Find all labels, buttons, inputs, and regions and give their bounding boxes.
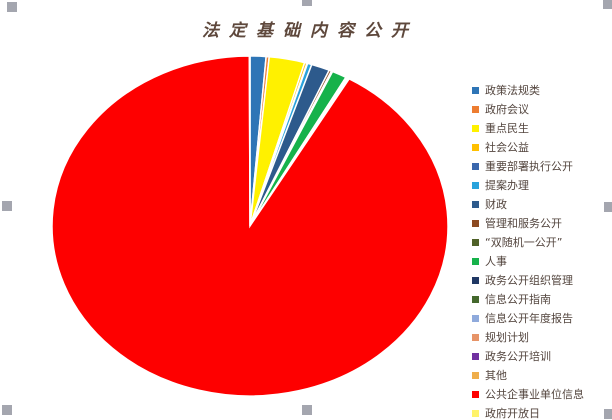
legend-item-label: 财政 [485, 198, 507, 211]
legend-item-6[interactable]: 提案办理 [472, 176, 584, 195]
legend-item-label: 政府开放日 [485, 407, 540, 420]
selection-handle-bottom-right[interactable] [604, 409, 612, 419]
legend-item-label: 信息公开年度报告 [485, 312, 573, 325]
legend-color-chip [472, 125, 479, 132]
legend-item-label: “双随机一公开” [485, 236, 563, 249]
legend-color-chip [472, 144, 479, 151]
selection-handle-top-middle[interactable] [302, 0, 312, 6]
legend-item-9[interactable]: “双随机一公开” [472, 233, 584, 252]
legend-color-chip [472, 87, 479, 94]
legend-item-label: 社会公益 [485, 141, 529, 154]
legend-color-chip [472, 163, 479, 170]
chart-title: 法定基础内容公开 [202, 21, 418, 41]
legend-item-label: 规划计划 [485, 331, 529, 344]
legend-item-11[interactable]: 政务公开组织管理 [472, 271, 584, 290]
chart-legend: 政策法规类 政府会议 重点民生 社会公益 重要部署执行公开 提案办理 财政 管理… [472, 62, 584, 420]
selection-handle-top-left[interactable] [7, 2, 17, 12]
legend-item-15[interactable]: 政务公开培训 [472, 347, 584, 366]
legend-item-16[interactable]: 其他 [472, 366, 584, 385]
legend-item-7[interactable]: 财政 [472, 195, 584, 214]
legend-color-chip [472, 353, 479, 360]
legend-item-2[interactable]: 政府会议 [472, 100, 584, 119]
legend-item-5[interactable]: 重要部署执行公开 [472, 157, 584, 176]
legend-item-label: 政务公开培训 [485, 350, 551, 363]
legend-item-label: 政府会议 [485, 103, 529, 116]
legend-item-13[interactable]: 信息公开年度报告 [472, 309, 584, 328]
legend-color-chip [472, 334, 479, 341]
legend-item-4[interactable]: 社会公益 [472, 138, 584, 157]
legend-item[interactable] [472, 62, 584, 81]
legend-item-label: 重点民生 [485, 122, 529, 135]
legend-item-label: 政策法规类 [485, 84, 540, 97]
selection-handle-middle-left[interactable] [2, 201, 12, 211]
legend-item-3[interactable]: 重点民生 [472, 119, 584, 138]
legend-item-label: 公共企事业单位信息 [485, 388, 584, 401]
pie-slice-17[interactable] [51, 55, 449, 397]
legend-item-12[interactable]: 信息公开指南 [472, 290, 584, 309]
legend-color-chip [472, 296, 479, 303]
selection-handle-bottom-left[interactable] [2, 405, 12, 415]
legend-color-chip [472, 410, 479, 417]
legend-color-chip [472, 277, 479, 284]
legend-item-label: 重要部署执行公开 [485, 160, 573, 173]
legend-item-label: 管理和服务公开 [485, 217, 562, 230]
legend-color-chip [472, 372, 479, 379]
legend-item-14[interactable]: 规划计划 [472, 328, 584, 347]
legend-item-17[interactable]: 公共企事业单位信息 [472, 385, 584, 404]
selection-handle-top-right[interactable] [603, 0, 612, 9]
legend-color-chip [472, 258, 479, 265]
legend-color-chip [472, 391, 479, 398]
selection-handle-middle-right[interactable] [604, 202, 612, 212]
legend-item-label: 其他 [485, 369, 507, 382]
legend-item-1[interactable]: 政策法规类 [472, 81, 584, 100]
pie-slice-18[interactable] [248, 55, 251, 227]
selection-handle-bottom-middle[interactable] [302, 405, 312, 415]
legend-color-chip [472, 68, 479, 75]
legend-color-chip [472, 315, 479, 322]
legend-item-8[interactable]: 管理和服务公开 [472, 214, 584, 233]
legend-item-18[interactable]: 政府开放日 [472, 404, 584, 420]
legend-color-chip [472, 201, 479, 208]
legend-color-chip [472, 220, 479, 227]
legend-item-label: 政务公开组织管理 [485, 274, 573, 287]
legend-item-10[interactable]: 人事 [472, 252, 584, 271]
legend-item-label: 人事 [485, 255, 507, 268]
legend-color-chip [472, 182, 479, 189]
legend-color-chip [472, 239, 479, 246]
legend-color-chip [472, 106, 479, 113]
legend-item-label: 提案办理 [485, 179, 529, 192]
legend-item-label: 信息公开指南 [485, 293, 551, 306]
